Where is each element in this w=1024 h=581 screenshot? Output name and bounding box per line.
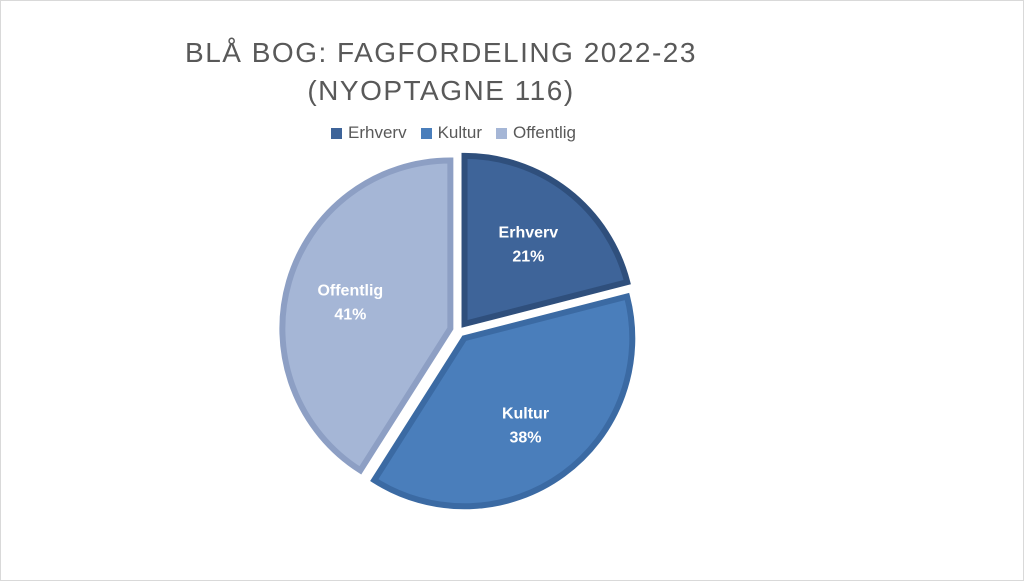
slice-label-kultur: Kultur (502, 406, 549, 423)
pie-slice-offentlig (279, 157, 454, 475)
legend-item-offentlig: Offentlig (496, 123, 576, 143)
chart-title: BLÅ BOG: FAGFORDELING 2022-23 (185, 37, 697, 68)
slice-value-offentlig: 41% (334, 306, 366, 323)
legend-label-kultur: Kultur (437, 123, 482, 142)
legend-item-kultur: Kultur (420, 123, 482, 143)
slice-value-kultur: 38% (509, 430, 541, 447)
legend-item-erhverv: Erhverv (331, 123, 407, 143)
chart-subtitle: (NYOPTAGNE 116) (307, 75, 575, 106)
legend-label-erhverv: Erhverv (348, 123, 407, 142)
legend-swatch-kultur (420, 127, 432, 139)
chart-legend: Erhverv Kultur Offentlig (331, 121, 590, 145)
legend-swatch-offentlig (496, 127, 507, 139)
legend-swatch-erhverv (331, 127, 342, 139)
legend-label-offentlig: Offentlig (513, 123, 577, 142)
pie-slice-kultur (370, 292, 636, 510)
slice-label-erhverv: Erhverv (499, 225, 559, 242)
pie-slice-erhverv (461, 152, 631, 328)
slice-value-erhverv: 21% (512, 249, 544, 266)
slice-label-offentlig: Offentlig (317, 282, 383, 299)
